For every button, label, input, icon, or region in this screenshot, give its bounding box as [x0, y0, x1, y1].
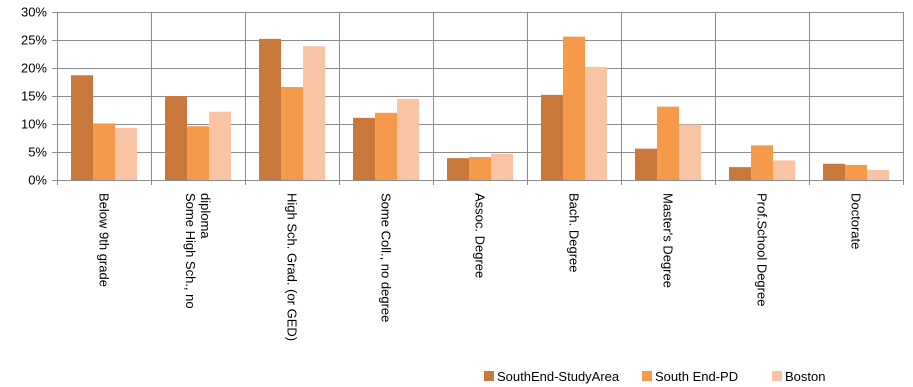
bar-6-2	[679, 124, 701, 180]
bar-6-0	[635, 148, 657, 180]
bar-1-1	[187, 126, 209, 180]
legend-label-1: South End-PD	[655, 369, 738, 384]
bar-0-2	[115, 127, 137, 180]
y-tick-label-5: 25%	[21, 33, 47, 48]
axes	[52, 12, 904, 185]
category-label-7: Prof.School Degree	[755, 193, 770, 306]
category-label-8: Doctorate	[849, 193, 864, 249]
y-tick-label-1: 5%	[28, 145, 47, 160]
bar-5-1	[563, 36, 585, 180]
category-label-2-line-0: High Sch. Grad. (or GED)	[285, 193, 300, 341]
category-label-6-line-0: Master's Degree	[661, 193, 676, 288]
category-label-3: Some Coll., no degree	[379, 193, 394, 322]
legend-swatch-2	[772, 371, 782, 381]
bars	[71, 36, 889, 180]
category-label-4: Assoc. Degree	[473, 193, 488, 278]
category-label-5-line-0: Bach. Degree	[567, 193, 582, 273]
category-label-8-line-0: Doctorate	[849, 193, 864, 249]
y-tick-label-3: 15%	[21, 89, 47, 104]
category-label-4-line-0: Assoc. Degree	[473, 193, 488, 278]
bar-5-0	[541, 94, 563, 180]
y-tick-label-4: 20%	[21, 61, 47, 76]
bar-8-0	[823, 163, 845, 180]
bar-2-1	[281, 87, 303, 180]
category-label-5: Bach. Degree	[567, 193, 582, 273]
bar-4-0	[447, 158, 469, 180]
y-tick-labels: 0% 5% 10% 15% 20% 25% 30%	[21, 5, 47, 188]
bar-0-1	[93, 123, 115, 180]
y-tick-label-0: 0%	[28, 173, 47, 188]
bar-4-2	[491, 153, 513, 180]
bar-0-0	[71, 75, 93, 180]
bar-2-2	[303, 46, 325, 180]
category-label-7-line-0: Prof.School Degree	[755, 193, 770, 306]
bar-8-2	[867, 169, 889, 180]
bar-3-0	[353, 117, 375, 180]
bar-1-0	[165, 96, 187, 180]
category-label-1-line-0: Some High Sch., no	[183, 193, 198, 309]
category-label-2: High Sch. Grad. (or GED)	[285, 193, 300, 341]
legend-swatch-0	[484, 371, 494, 381]
category-label-3-line-0: Some Coll., no degree	[379, 193, 394, 322]
legend: SouthEnd-StudyArea South End-PD Boston	[484, 369, 825, 384]
y-tick-label-6: 30%	[21, 5, 47, 20]
legend-label-2: Boston	[785, 369, 825, 384]
bar-2-0	[259, 38, 281, 180]
category-label-6: Master's Degree	[661, 193, 676, 288]
category-labels: Below 9th grade Some High Sch., no diploma…	[97, 193, 864, 341]
bar-8-1	[845, 164, 867, 180]
bar-6-1	[657, 106, 679, 180]
bar-3-2	[397, 98, 419, 180]
category-label-0: Below 9th grade	[97, 193, 112, 287]
category-label-1-line-1: diploma	[198, 193, 213, 239]
bar-7-2	[773, 160, 795, 180]
bar-7-1	[751, 145, 773, 180]
bar-4-1	[469, 157, 491, 180]
category-label-0-line-0: Below 9th grade	[97, 193, 112, 287]
y-tick-label-2: 10%	[21, 117, 47, 132]
bar-5-2	[585, 66, 607, 180]
bar-7-0	[729, 167, 751, 180]
bar-3-1	[375, 112, 397, 180]
category-label-1: Some High Sch., no diploma	[183, 193, 213, 309]
legend-swatch-1	[642, 371, 652, 381]
legend-label-0: SouthEnd-StudyArea	[497, 369, 620, 384]
bar-1-2	[209, 111, 231, 180]
